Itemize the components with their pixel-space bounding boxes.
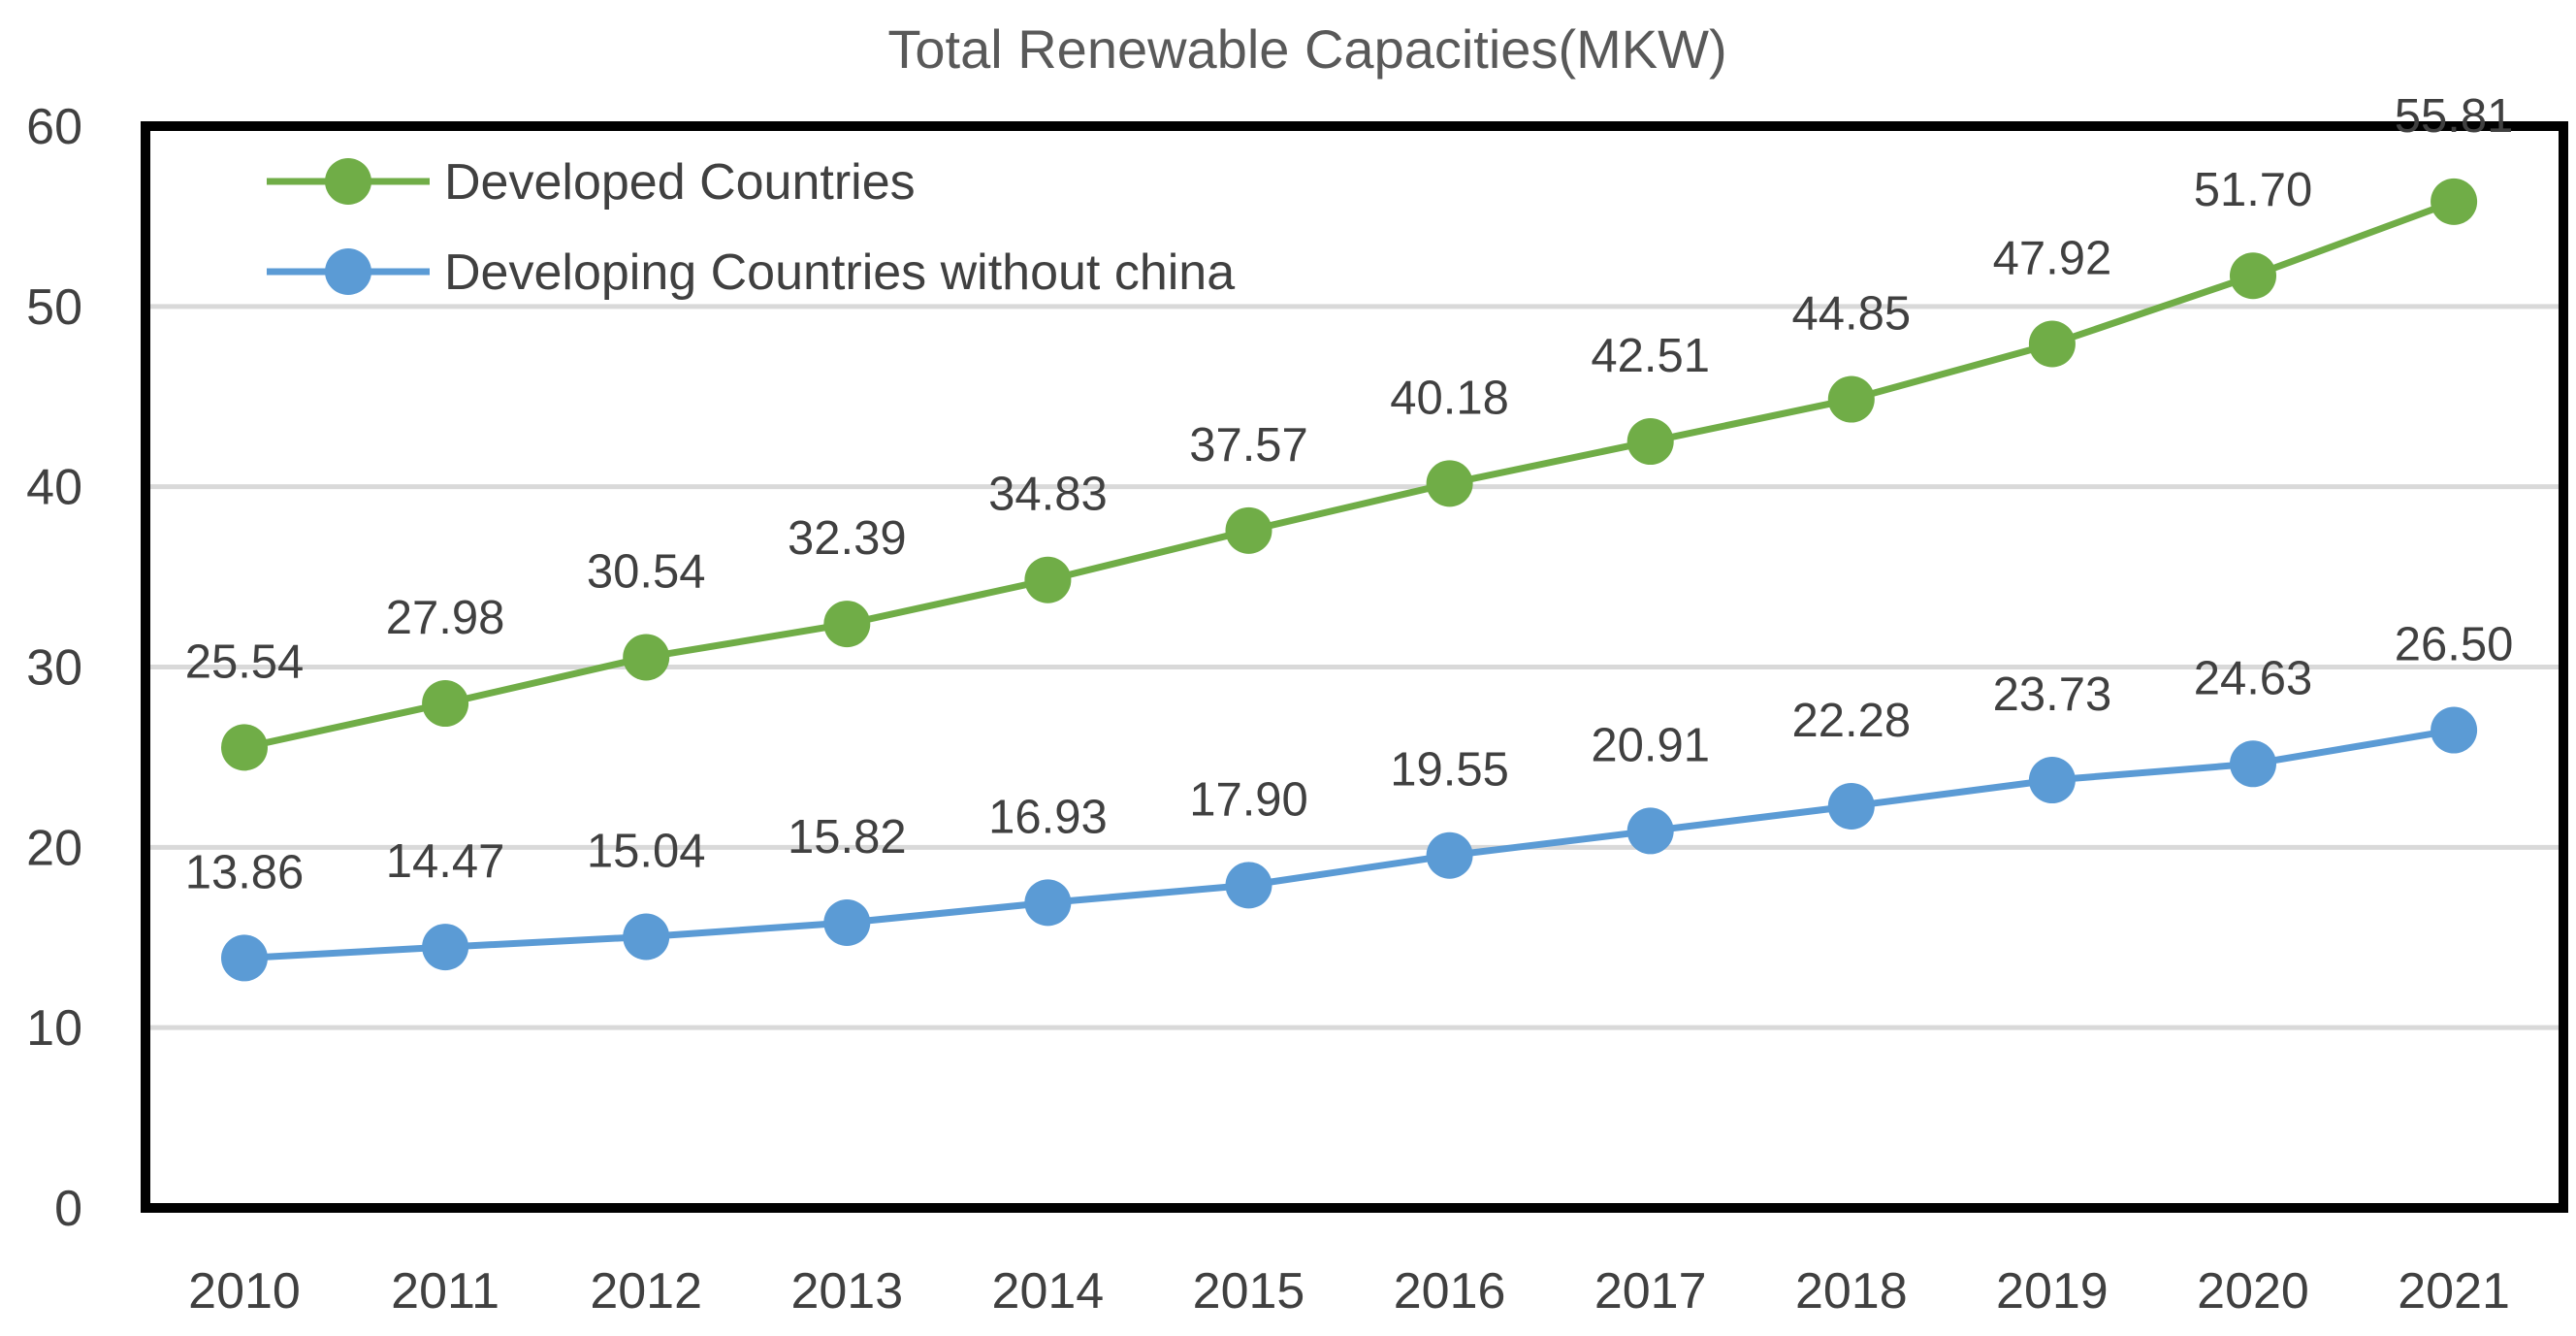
plot-frame	[141, 121, 2568, 1213]
y-tick-label: 50	[26, 279, 82, 336]
data-label: 20.91	[1591, 719, 1710, 771]
data-label: 44.85	[1791, 288, 1911, 341]
x-tick-label: 2017	[1594, 1263, 1707, 1320]
legend-label: Developed Countries	[444, 154, 916, 211]
data-label: 37.57	[1189, 419, 1308, 472]
chart-title: Total Renewable Capacities(MKW)	[887, 18, 1726, 80]
series-line	[243, 198, 2456, 751]
series-line	[243, 727, 2455, 961]
data-point	[2028, 757, 2076, 804]
data-point	[422, 680, 469, 728]
data-point	[823, 601, 871, 648]
data-point	[2431, 706, 2478, 754]
y-tick-label: 0	[54, 1181, 82, 1237]
data-label: 34.83	[988, 469, 1108, 521]
data-point	[1827, 375, 1875, 423]
data-point	[422, 924, 469, 971]
legend-marker	[325, 158, 371, 205]
data-label: 25.54	[185, 635, 305, 688]
data-label: 23.73	[1993, 668, 2112, 721]
data-label: 22.28	[1791, 695, 1911, 747]
data-point	[1024, 556, 1072, 603]
series-2: 13.86 14.47 15.04 15.82 16.93 17.90 19.55 20.91…	[185, 619, 2514, 982]
data-point	[1024, 879, 1072, 927]
data-label: 30.54	[587, 545, 706, 598]
x-tick-label: 2019	[1996, 1263, 2109, 1320]
x-tick-label: 2018	[1795, 1263, 1908, 1320]
data-label: 15.82	[788, 811, 907, 864]
data-point	[2230, 740, 2276, 788]
data-point	[1426, 460, 1473, 507]
x-tick-label: 2015	[1193, 1263, 1305, 1320]
x-tick-label: 2014	[992, 1263, 1105, 1320]
y-tick-label: 20	[26, 820, 82, 876]
x-tick-label: 2012	[590, 1263, 702, 1320]
data-point	[1225, 506, 1272, 554]
legend-label: Developing Countries without china	[444, 244, 1235, 301]
y-tick-label: 40	[26, 460, 82, 516]
data-point	[2028, 320, 2076, 368]
series-layer: 25.54 27.98 30.54 32.39 34.83 37.57 40.18 42.51…	[185, 90, 2514, 982]
legend: Developed Countries Developing Countries …	[267, 154, 1235, 301]
x-tick-label: 2021	[2398, 1263, 2510, 1320]
x-tick-label: 2011	[391, 1263, 499, 1320]
data-point	[623, 913, 670, 961]
x-tick-label: 2020	[2197, 1263, 2309, 1320]
data-label: 27.98	[386, 592, 505, 644]
y-axis: 0 10 20 30 40 50 60	[26, 99, 82, 1237]
data-label: 40.18	[1390, 372, 1509, 424]
data-point	[2431, 178, 2478, 225]
data-label: 19.55	[1390, 744, 1509, 797]
data-point	[623, 634, 670, 681]
data-label: 16.93	[988, 791, 1108, 843]
data-label: 26.50	[2395, 619, 2514, 671]
y-tick-label: 30	[26, 640, 82, 697]
data-point	[221, 724, 268, 771]
data-point	[1827, 782, 1875, 830]
legend-marker	[325, 248, 371, 295]
data-label: 17.90	[1189, 773, 1308, 826]
data-label: 47.92	[1993, 232, 2112, 284]
data-point	[1426, 831, 1473, 879]
data-label: 32.39	[788, 512, 907, 565]
data-point	[823, 899, 871, 947]
data-label: 51.70	[2194, 164, 2313, 216]
data-point	[1225, 862, 1272, 909]
data-label: 15.04	[587, 826, 706, 878]
x-axis: 2010 2011 2012 2013 2014 2015 2016 2017 2018 2019…	[188, 1263, 2510, 1320]
data-point	[1626, 418, 1674, 466]
data-label: 42.51	[1591, 330, 1710, 382]
data-label: 24.63	[2194, 652, 2313, 704]
series-1: 25.54 27.98 30.54 32.39 34.83 37.57 40.18 42.51…	[185, 90, 2514, 771]
data-label: 13.86	[185, 846, 305, 898]
x-tick-label: 2010	[188, 1263, 301, 1320]
legend-item-2: Developing Countries without china	[267, 244, 1235, 301]
legend-item-1: Developed Countries	[267, 154, 916, 211]
gridlines	[145, 304, 2563, 1030]
data-label: 14.47	[386, 835, 505, 888]
data-point	[221, 934, 268, 982]
data-point	[2230, 252, 2276, 300]
data-point	[1626, 807, 1674, 855]
x-tick-label: 2016	[1394, 1263, 1506, 1320]
y-tick-label: 60	[26, 99, 82, 155]
y-tick-label: 10	[26, 1000, 82, 1057]
x-tick-label: 2013	[790, 1263, 903, 1320]
data-label: 55.81	[2395, 90, 2514, 143]
